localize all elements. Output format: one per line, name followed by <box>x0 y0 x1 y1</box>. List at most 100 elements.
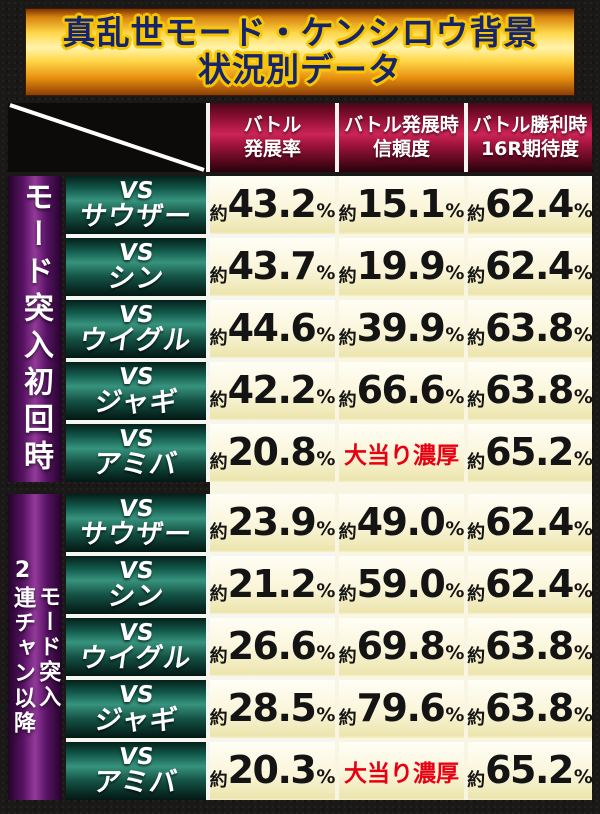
value-number: 62.4 <box>485 500 574 544</box>
opponent-name: サウザー <box>77 519 195 550</box>
value-number: 39.9 <box>356 306 446 350</box>
approx-prefix: 約 <box>338 522 357 543</box>
value-cell: 約 65.2% <box>467 742 593 800</box>
approx-prefix: 約 <box>209 584 228 605</box>
table-header-row: バトル 発展率 バトル発展時 信頼度 バトル勝利時 16R期待度 <box>8 103 592 172</box>
percent-sign: % <box>316 200 336 222</box>
value-cell: 約 19.9% <box>339 238 464 296</box>
value-cell: 約 15.1% <box>339 176 464 234</box>
approx-prefix: 約 <box>467 646 486 667</box>
percent-sign: % <box>445 518 465 540</box>
column-header-battle-rate: バトル 発展率 <box>210 103 335 172</box>
value-cell: 約 39.9% <box>339 300 464 358</box>
group-label-line: 2連チャン以降 <box>10 558 35 736</box>
opponent-name: ウイグル <box>78 325 194 356</box>
value-cell: 約 59.0% <box>339 556 464 614</box>
approx-prefix: 約 <box>338 646 357 667</box>
value-cell-jackpot-confirmed: 大当り濃厚 <box>339 742 464 800</box>
vs-prefix: VS <box>117 558 156 584</box>
value-cell: 約 20.8% <box>210 424 335 482</box>
percent-sign: % <box>445 704 465 726</box>
approx-prefix: 約 <box>209 452 228 473</box>
value-number: 65.2 <box>485 430 574 474</box>
percent-sign: % <box>573 518 593 540</box>
table-corner-cell <box>8 103 206 172</box>
value-number: 42.2 <box>227 368 317 412</box>
vs-prefix: VS <box>117 240 156 266</box>
value-cell: 約 66.6% <box>339 362 464 420</box>
page-title-line2: 状況別データ <box>198 50 402 89</box>
column-header-text: バトル <box>243 113 302 136</box>
vs-opponent-cell-shin: VS シン <box>66 238 206 296</box>
approx-prefix: 約 <box>209 522 228 543</box>
approx-prefix: 約 <box>338 584 357 605</box>
value-number: 59.0 <box>356 562 446 606</box>
vs-opponent-cell-amiba: VS アミバ <box>66 424 206 482</box>
value-number: 21.2 <box>227 562 317 606</box>
vs-prefix: VS <box>117 364 156 390</box>
value-cell: 約 63.8% <box>467 300 593 358</box>
approx-prefix: 約 <box>209 646 228 667</box>
percent-sign: % <box>573 766 593 788</box>
value-number: 62.4 <box>485 562 574 606</box>
value-cell: 約 62.4% <box>467 556 593 614</box>
value-cell: 約 49.0% <box>339 494 464 552</box>
column-header-text: バトル発展時 <box>344 113 459 136</box>
vs-prefix: VS <box>117 496 156 522</box>
approx-prefix: 約 <box>338 390 357 411</box>
percent-sign: % <box>573 448 593 470</box>
value-cell: 約 69.8% <box>339 618 464 676</box>
value-number: 65.2 <box>485 748 574 792</box>
approx-prefix: 約 <box>209 204 228 225</box>
page-title-banner: 真乱世モード・ケンシロウ背景 状況別データ <box>25 8 575 96</box>
percent-sign: % <box>316 324 336 346</box>
value-number: 28.5 <box>227 686 317 730</box>
value-number: 19.9 <box>356 244 446 288</box>
value-cell: 約 62.4% <box>467 238 593 296</box>
percent-sign: % <box>316 642 336 664</box>
value-cell: 約 21.2% <box>210 556 335 614</box>
group-label-vertical-text: モード突入 2連チャン以降 <box>10 558 60 736</box>
data-table: バトル 発展率 バトル発展時 信頼度 バトル勝利時 16R期待度 モード突入初回… <box>8 103 593 800</box>
percent-sign: % <box>316 580 336 602</box>
column-header-16r-expectation: バトル勝利時 16R期待度 <box>468 103 592 172</box>
percent-sign: % <box>445 324 465 346</box>
value-number: 63.8 <box>485 686 574 730</box>
approx-prefix: 約 <box>338 708 357 729</box>
vs-opponent-cell-shin: VS シン <box>66 556 206 614</box>
percent-sign: % <box>316 704 336 726</box>
percent-sign: % <box>573 580 593 602</box>
opponent-name: アミバ <box>92 449 180 480</box>
approx-prefix: 約 <box>467 328 486 349</box>
percent-sign: % <box>316 386 336 408</box>
value-number: 44.6 <box>227 306 317 350</box>
column-header-text: 信頼度 <box>372 137 430 160</box>
value-cell: 約 28.5% <box>210 680 335 738</box>
percent-sign: % <box>445 386 465 408</box>
vs-opponent-cell-jagi: VS ジャギ <box>66 680 206 738</box>
approx-prefix: 約 <box>467 204 486 225</box>
value-number: 49.0 <box>356 500 446 544</box>
vs-prefix: VS <box>117 426 156 452</box>
value-number: 63.8 <box>485 368 574 412</box>
approx-prefix: 約 <box>467 708 486 729</box>
value-number: 62.4 <box>485 182 574 226</box>
value-cell: 約 23.9% <box>210 494 335 552</box>
diagonal-divider-line <box>8 103 206 172</box>
approx-prefix: 約 <box>338 204 357 225</box>
value-cell: 約 79.6% <box>339 680 464 738</box>
group-label-line: モード突入初回時 <box>18 181 53 477</box>
value-number: 63.8 <box>485 306 574 350</box>
value-cell: 約 43.7% <box>210 238 335 296</box>
value-cell: 約 20.3% <box>210 742 335 800</box>
percent-sign: % <box>573 642 593 664</box>
opponent-name: ジャギ <box>92 387 180 418</box>
approx-prefix: 約 <box>338 328 357 349</box>
vs-opponent-cell-uighur: VS ウイグル <box>66 300 206 358</box>
percent-sign: % <box>573 386 593 408</box>
percent-sign: % <box>316 518 336 540</box>
column-header-text: バトル勝利時 <box>472 113 588 136</box>
vs-prefix: VS <box>117 178 156 204</box>
value-number: 15.1 <box>356 182 446 226</box>
